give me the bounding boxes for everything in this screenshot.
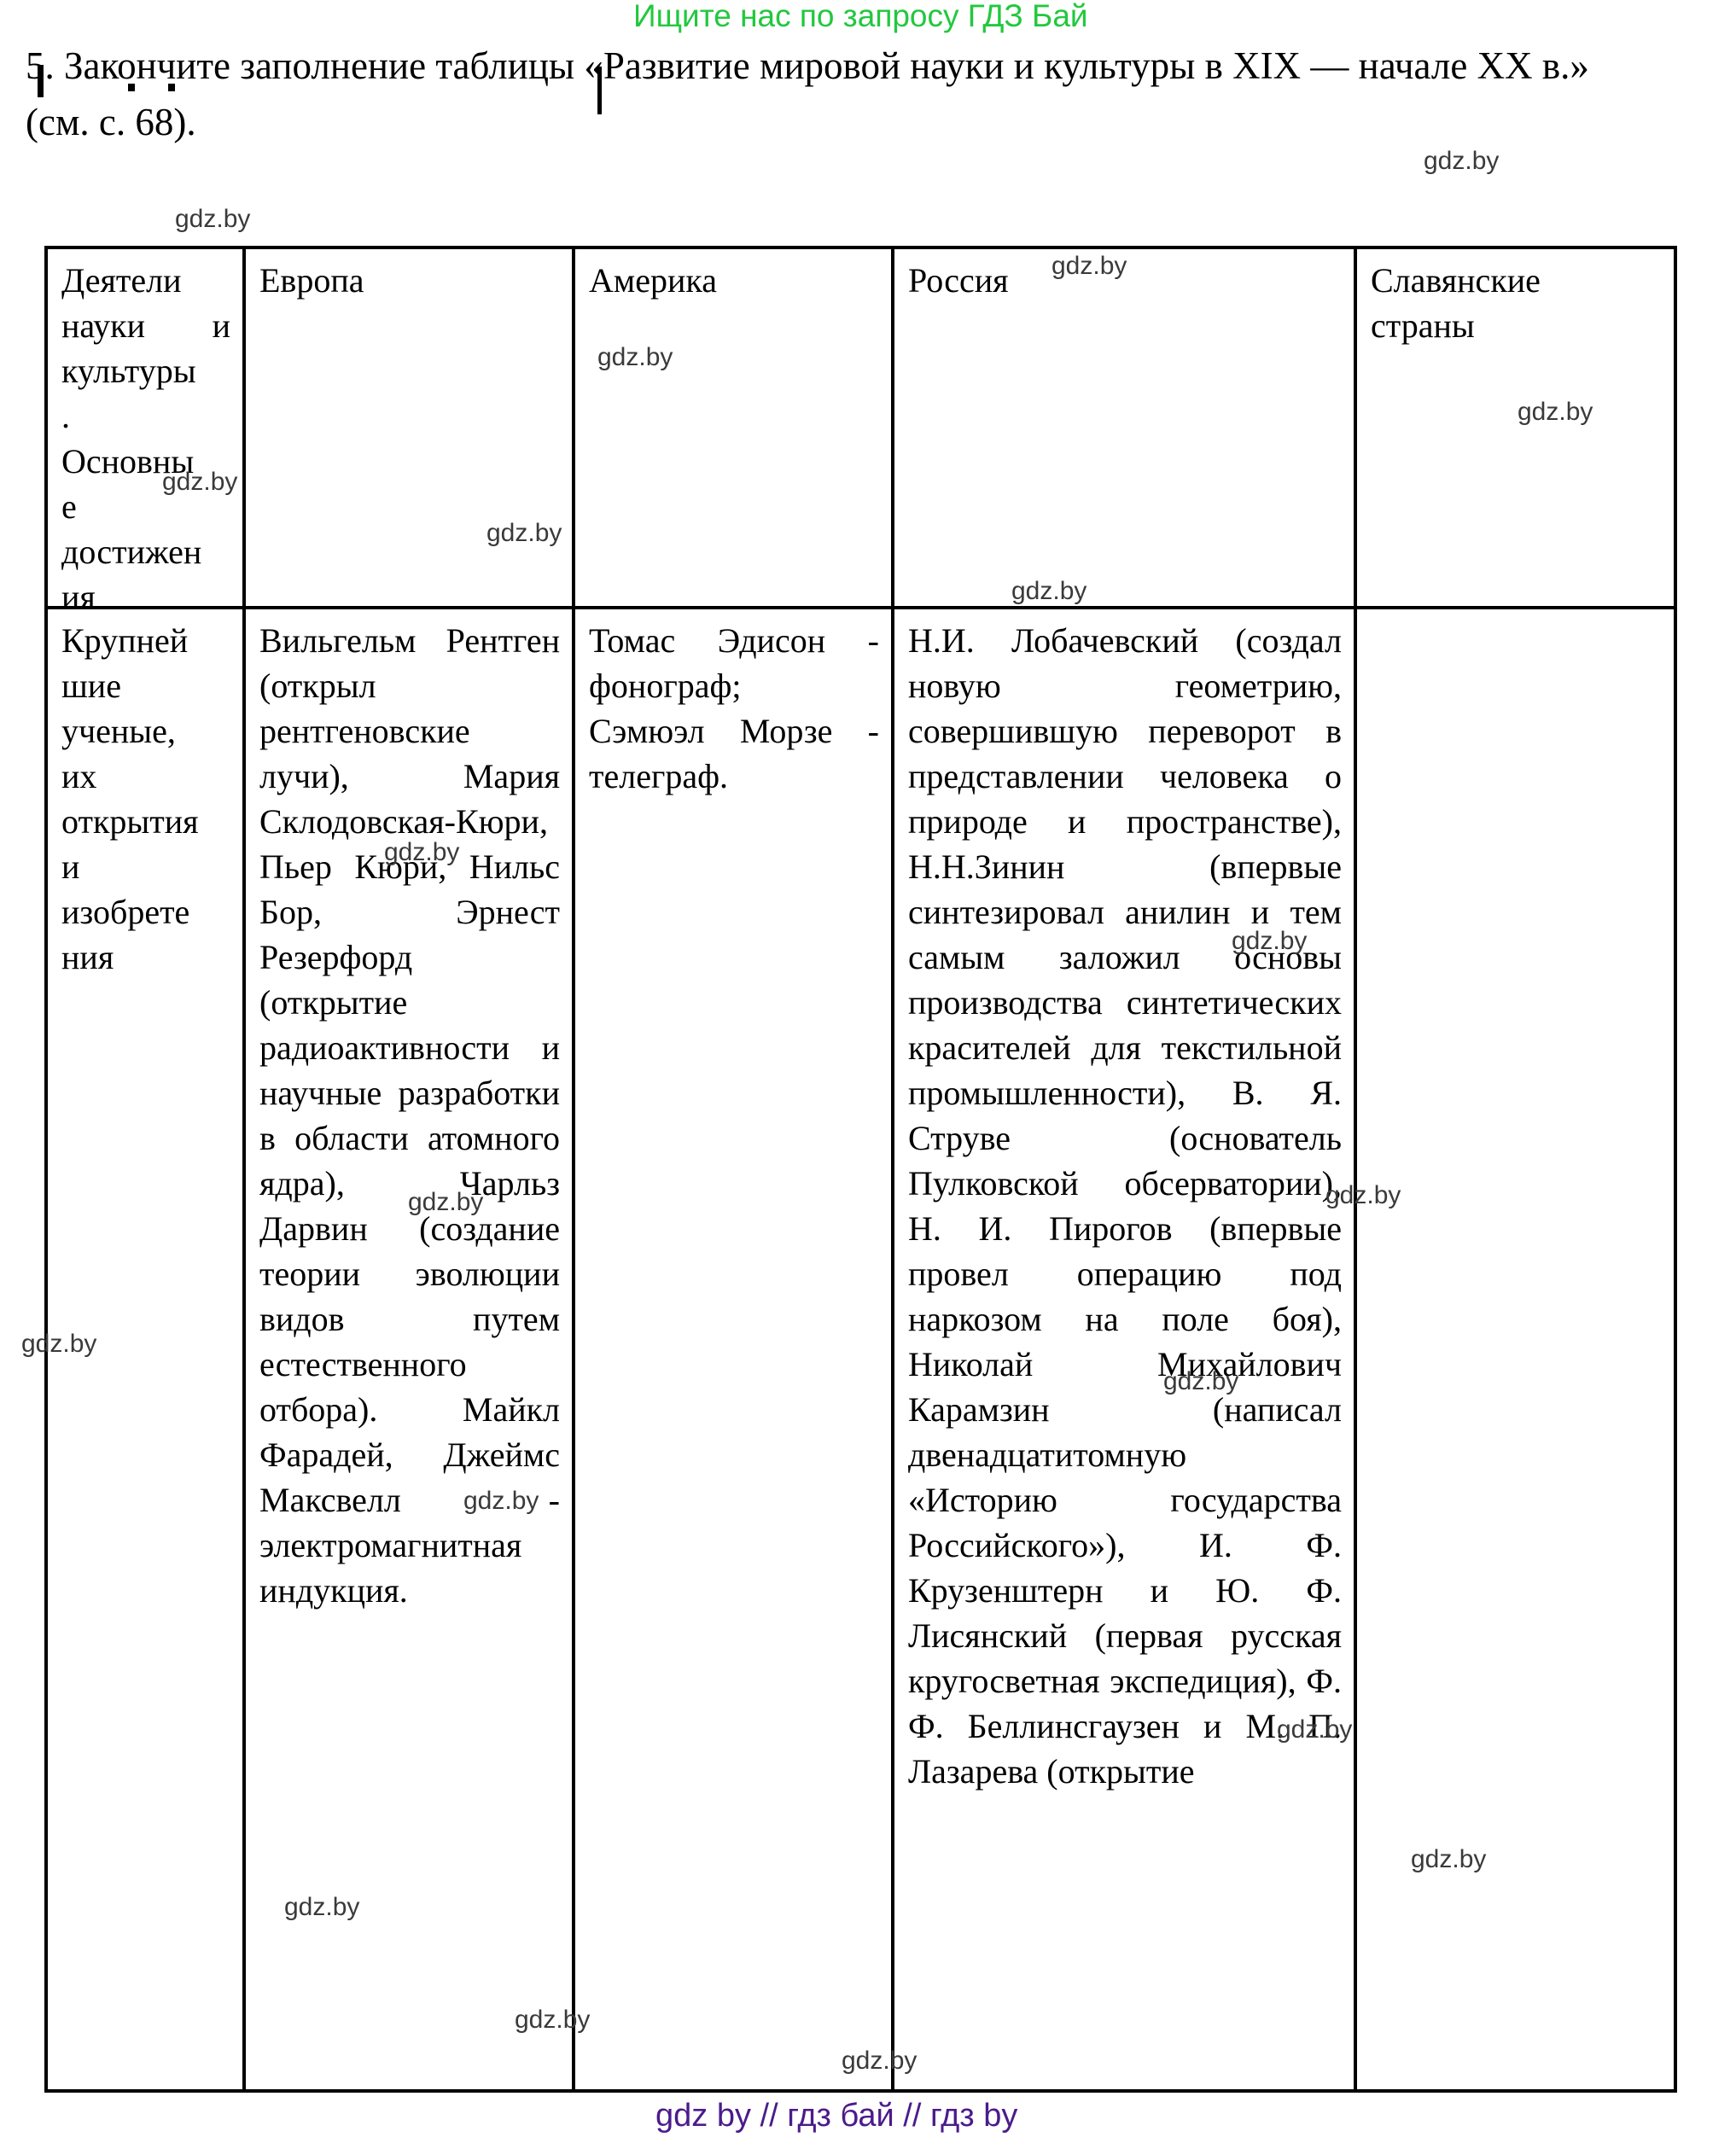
watermark-gdz: gdz.by: [515, 2006, 591, 2034]
watermark-gdz: gdz.by: [408, 1188, 484, 1216]
watermark-gdz: gdz.by: [21, 1330, 97, 1358]
watermark-gdz: gdz.by: [175, 205, 251, 233]
task-title-line1: 5. Закончите заполнение таблицы «Развити…: [26, 44, 1589, 87]
science-culture-table: Деятели науки и культуры. Основны е достижен ия…: [44, 246, 1677, 2093]
cell-america-scientists: Томас Эдисон - фонограф; Сэмюэл Морзе - телегра…: [575, 609, 894, 2089]
watermark-gdz: gdz.by: [1011, 577, 1087, 605]
watermark-gdz: gdz.by: [463, 1487, 539, 1515]
cell-scientists-row-label: Крупней шие ученые, их открытия и изобрете ния: [48, 609, 246, 2089]
column-header-europe: Европа: [246, 249, 575, 609]
watermark-gdz: gdz.by: [1163, 1367, 1239, 1395]
column-header-america: Америка: [575, 249, 894, 609]
watermark-gdz: gdz.by: [1232, 927, 1308, 955]
watermark-gdz: gdz.by: [1424, 147, 1500, 175]
cell-russia-scientists: Н.И. Лобачевский (создал новую геометрию…: [894, 609, 1357, 2089]
watermark-gdz: gdz.by: [1052, 252, 1127, 280]
promo-banner: Ищите нас по запросу ГДЗ Бай: [633, 0, 1088, 33]
watermark-gdz: gdz.by: [1518, 398, 1593, 426]
watermark-gdz: gdz.by: [284, 1893, 360, 1921]
column-header-russia: Россия: [894, 249, 1357, 609]
watermark-gdz: gdz.by: [162, 468, 238, 496]
watermark-gdz: gdz.by: [597, 343, 673, 371]
page-footer: gdz by // гдз бай // гдз by: [655, 2098, 1018, 2134]
watermark-gdz: gdz.by: [1277, 1715, 1353, 1744]
watermark-gdz: gdz.by: [384, 838, 460, 866]
column-header-slavic-countries: Славянские страны: [1357, 249, 1674, 609]
watermark-gdz: gdz.by: [1325, 1181, 1401, 1209]
cell-europe-scientists: Вильгельм Рентген (открыл рентгеновские …: [246, 609, 575, 2089]
cut-text-fragment: [128, 84, 135, 91]
watermark-gdz: gdz.by: [486, 519, 562, 547]
cut-text-fragment: [38, 65, 44, 97]
task-title: 5. Закончите заполнение таблицы «Развити…: [26, 38, 1673, 150]
column-header-categories: Деятели науки и культуры. Основны е достижен ия: [48, 249, 246, 609]
task-title-line2: (см. с. 68).: [26, 101, 196, 143]
cut-text-fragment: [168, 84, 175, 91]
cell-slavic-scientists-empty: [1357, 609, 1674, 2089]
cut-text-fragment: [597, 67, 602, 114]
watermark-gdz: gdz.by: [1411, 1845, 1487, 1873]
watermark-gdz: gdz.by: [842, 2047, 918, 2075]
